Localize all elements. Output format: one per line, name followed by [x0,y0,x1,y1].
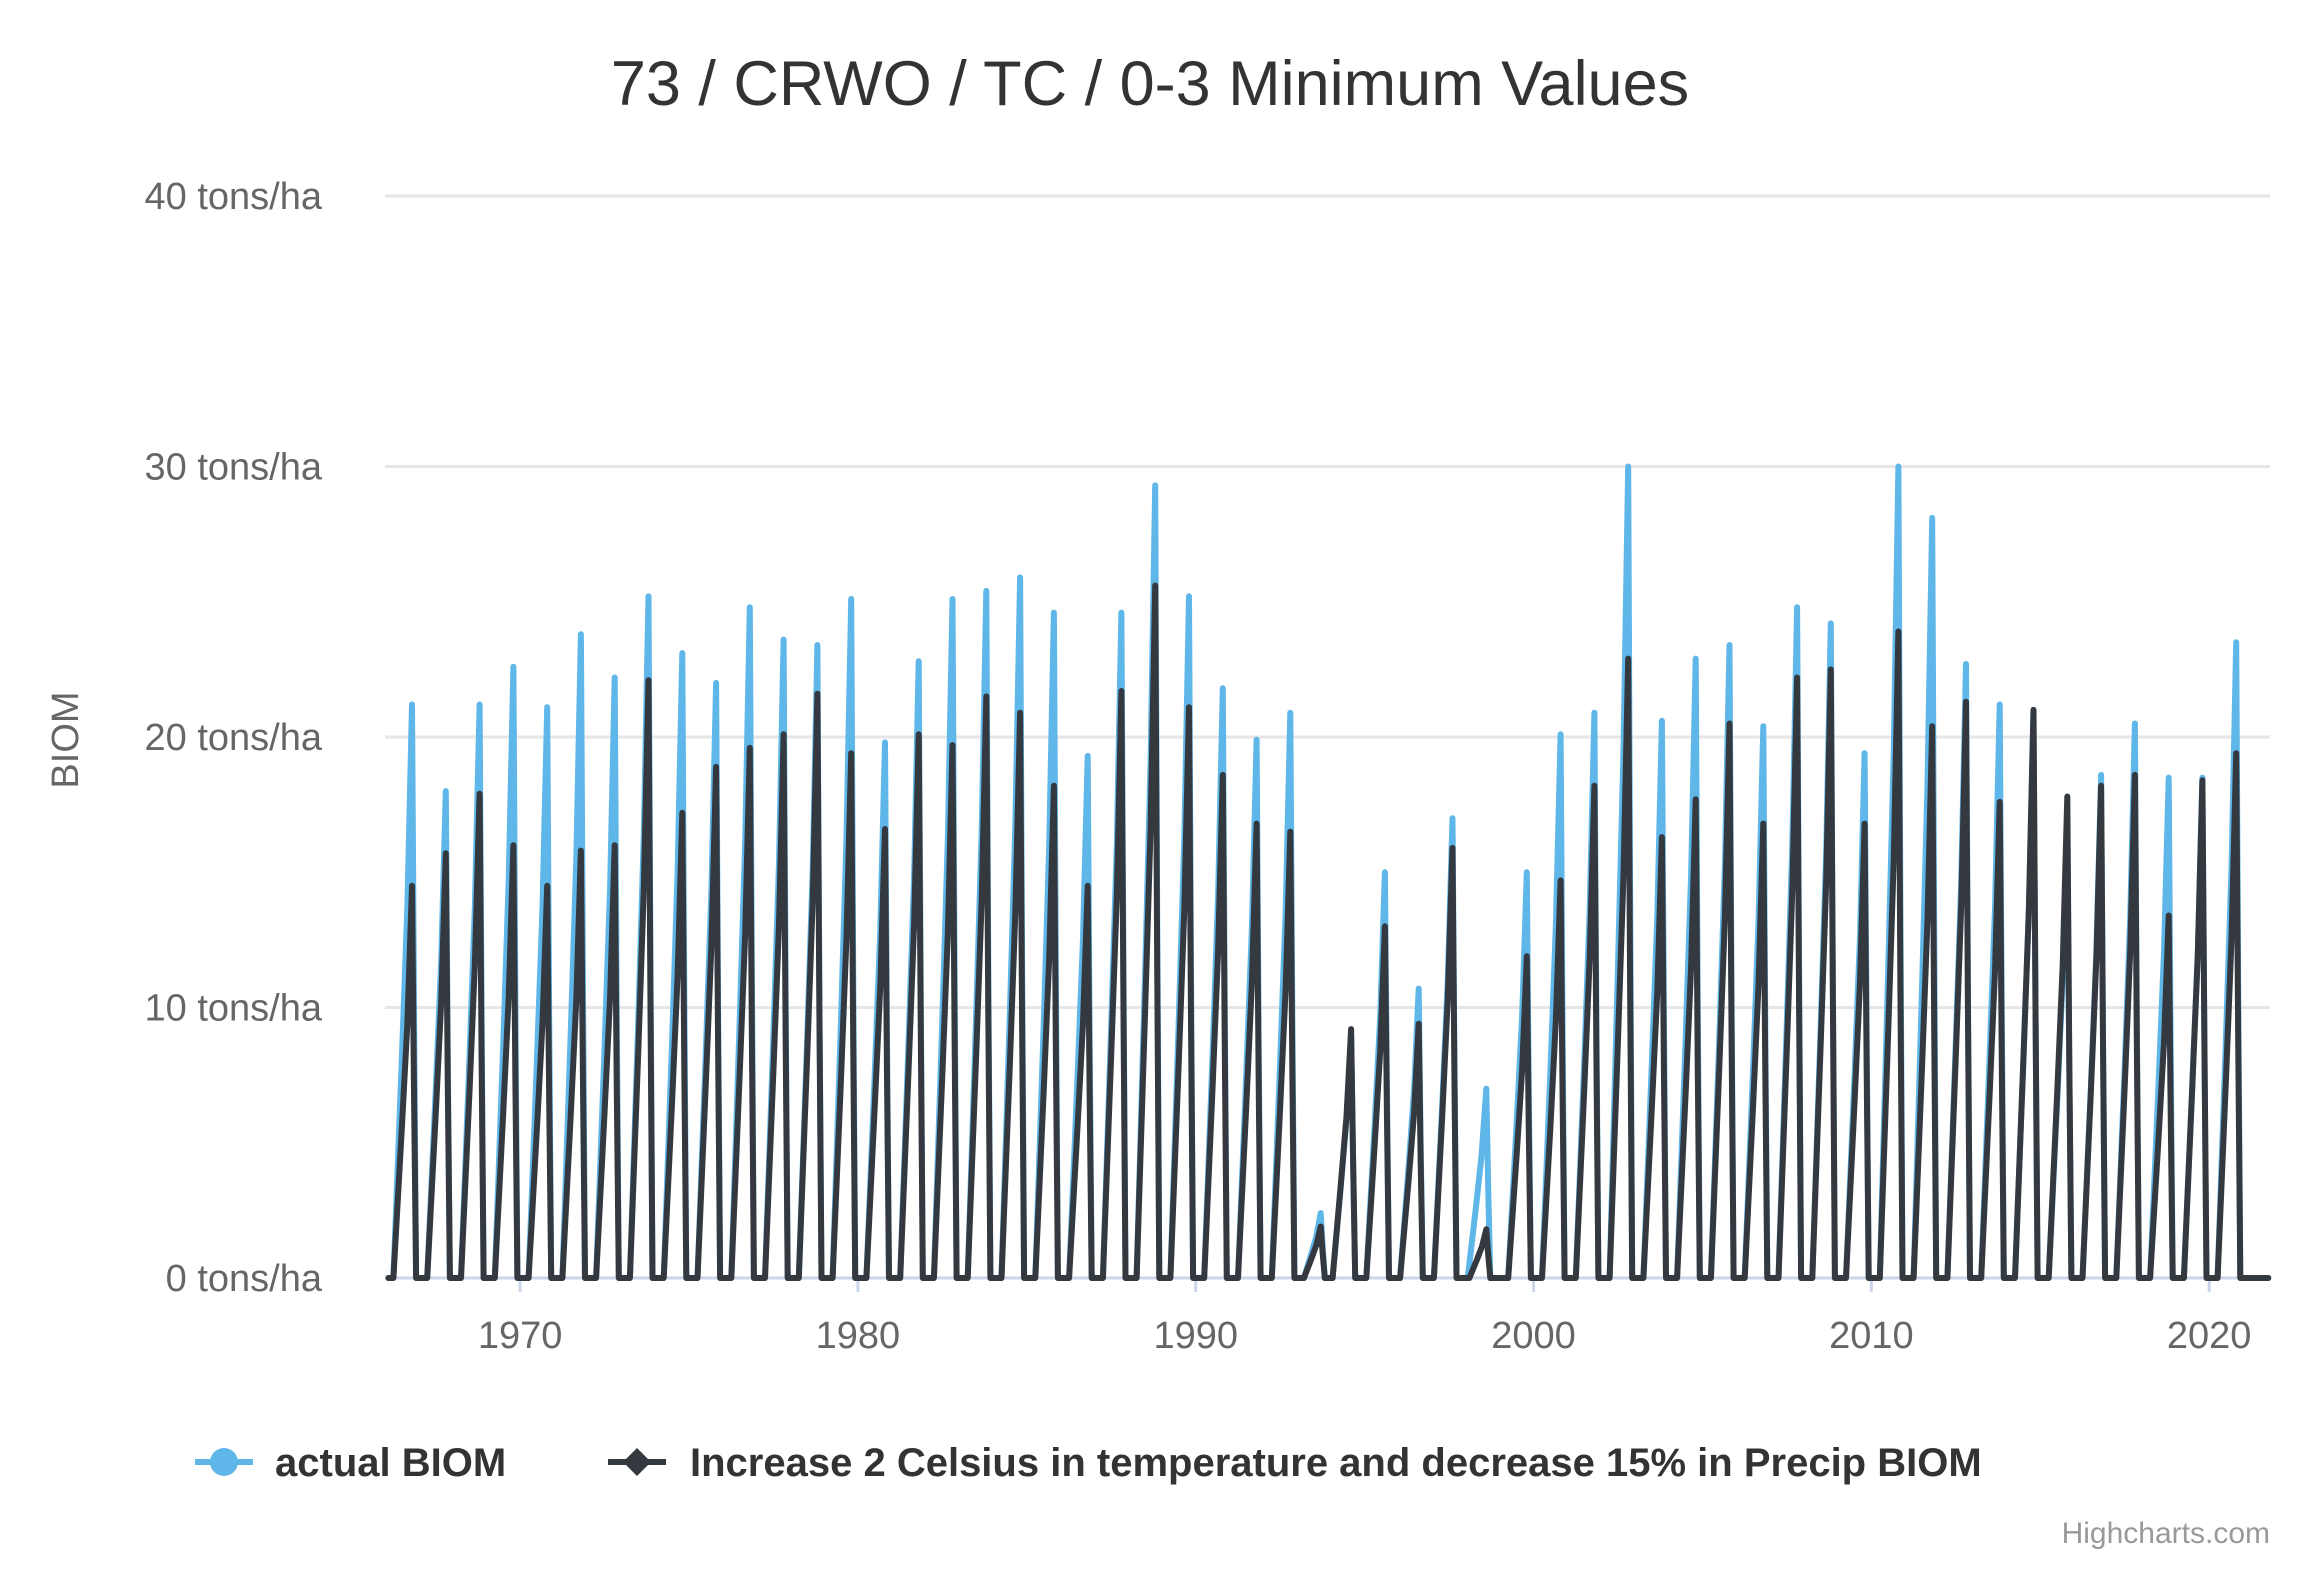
credits-link[interactable]: Highcharts.com [2062,1517,2270,1550]
series-lines [385,463,2272,1281]
x-tick-label: 1980 [816,1315,901,1357]
chart-title: 73 / CRWO / TC / 0-3 Minimum Values [611,49,1689,119]
legend-item-actual-biom[interactable]: actual BIOM [195,1441,506,1485]
y-tick-label: 10 tons/ha [145,988,323,1030]
x-tick-label: 2020 [2167,1315,2252,1357]
y-tick-label: 40 tons/ha [145,176,323,218]
y-tick-label: 30 tons/ha [145,447,323,489]
x-tick-label: 2000 [1491,1315,1576,1357]
x-tick-label: 2010 [1829,1315,1914,1357]
legend-item-scenario-biom[interactable]: Increase 2 Celsius in temperature and de… [608,1441,1982,1485]
y-tick-label: 20 tons/ha [145,717,323,759]
y-axis-title: BIOM [45,691,87,788]
x-axis-labels: 1970 1980 1990 2000 2010 2020 [478,1278,2252,1357]
legend[interactable]: actual BIOM Increase 2 Celsius in tempera… [195,1441,1982,1485]
diamond-marker-icon [623,1448,651,1476]
legend-label: actual BIOM [275,1441,506,1485]
x-tick-label: 1990 [1153,1315,1238,1357]
y-tick-label: 0 tons/ha [166,1258,323,1300]
x-tick-label: 1970 [478,1315,563,1357]
y-axis-labels: 0 tons/ha 10 tons/ha 20 tons/ha 30 tons/ha 4… [145,176,323,1300]
series-scenario-biom-line[interactable] [385,582,2272,1281]
circle-marker-icon [210,1448,238,1476]
legend-label: Increase 2 Celsius in temperature and de… [690,1441,1982,1485]
